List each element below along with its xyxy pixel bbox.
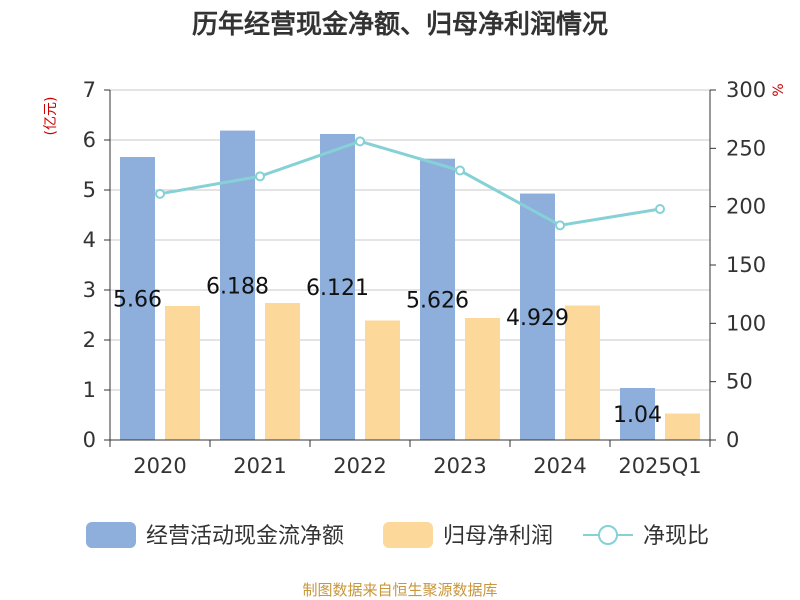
- bar-cash-flow: [120, 157, 155, 440]
- x-axis-tick-label: 2022: [333, 454, 386, 478]
- axes-group: 0 1 2 3 4 5 6 7 0 50 100 150 200 250 300 2020 2021 2022 20…: [83, 78, 766, 478]
- x-axis-tick-label: 2025Q1: [618, 454, 701, 478]
- x-axis-tick-label: 2021: [233, 454, 286, 478]
- chart-title: 历年经营现金净额、归母净利润情况: [192, 9, 608, 40]
- left-axis-tick-label: 1: [83, 378, 96, 402]
- ratio-point: [355, 136, 365, 147]
- ratio-line: [159, 139, 661, 227]
- right-axis-tick-label: 100: [726, 311, 766, 335]
- bar-cash-flow: [520, 193, 555, 440]
- data-label-cash-flow: 6.188: [206, 274, 269, 299]
- bar-net-profit: [465, 318, 500, 440]
- source-note: 制图数据来自恒生聚源数据库: [302, 581, 497, 599]
- x-axis-tick-label: 2024: [533, 454, 586, 478]
- left-axis-tick-label: 5: [83, 178, 96, 202]
- data-label-cash-flow: 5.626: [406, 288, 469, 313]
- ratio-point: [455, 165, 465, 176]
- grid: [110, 89, 710, 441]
- ratio-point: [155, 188, 165, 199]
- right-axis-tick-label: 150: [726, 253, 766, 277]
- data-label-cash-flow: 4.929: [506, 306, 569, 331]
- right-axis-tick-label: 200: [726, 195, 766, 219]
- bar-cash-flow: [620, 388, 655, 440]
- legend-swatch-net-profit: [383, 522, 433, 548]
- right-axis-tick-label: 50: [726, 370, 753, 394]
- data-label-cash-flow: 5.66: [113, 288, 162, 313]
- bar-cash-flow: [320, 133, 355, 440]
- right-axis-unit: %: [771, 83, 787, 96]
- left-axis-tick-label: 6: [83, 128, 96, 152]
- right-axis-tick-label: 0: [726, 428, 739, 452]
- bar-net-profit: [665, 413, 700, 440]
- bar-net-profit: [165, 306, 200, 440]
- data-label-cash-flow: 6.121: [306, 276, 369, 301]
- legend-label-net-profit: 归母净利润: [443, 524, 553, 549]
- left-axis-unit: (亿元): [43, 97, 59, 136]
- left-axis-tick-label: 3: [83, 278, 96, 302]
- left-axis-tick-label: 4: [83, 228, 96, 252]
- bar-net-profit: [365, 320, 400, 440]
- bar-net-profit: [265, 303, 300, 440]
- right-axis-tick-label: 300: [726, 78, 766, 102]
- left-axis-tick-label: 2: [83, 328, 96, 352]
- bar-net-profit: [565, 305, 600, 440]
- ratio-point: [255, 171, 265, 182]
- legend-label-ratio: 净现比: [643, 524, 709, 549]
- x-axis-tick-label: 2023: [433, 454, 486, 478]
- right-axis-tick-label: 250: [726, 136, 766, 160]
- data-label-cash-flow: 1.04: [613, 403, 662, 428]
- legend-marker-ratio: [598, 525, 618, 545]
- legend-label-cash-flow: 经营活动现金流净额: [146, 524, 344, 549]
- bar-cash-flow: [420, 158, 455, 440]
- x-axis-tick-label: 2020: [133, 454, 186, 478]
- legend: 经营活动现金流净额 归母净利润 净现比: [86, 522, 709, 549]
- ratio-point: [655, 204, 665, 214]
- legend-swatch-cash-flow: [86, 522, 136, 548]
- ratio-point: [555, 220, 565, 231]
- left-axis-tick-label: 7: [83, 78, 96, 102]
- ratio-line-group: [155, 136, 665, 231]
- data-labels-group: 5.66 6.188 6.121 5.626 4.929 1.04: [113, 274, 662, 428]
- left-axis-tick-label: 0: [83, 428, 96, 452]
